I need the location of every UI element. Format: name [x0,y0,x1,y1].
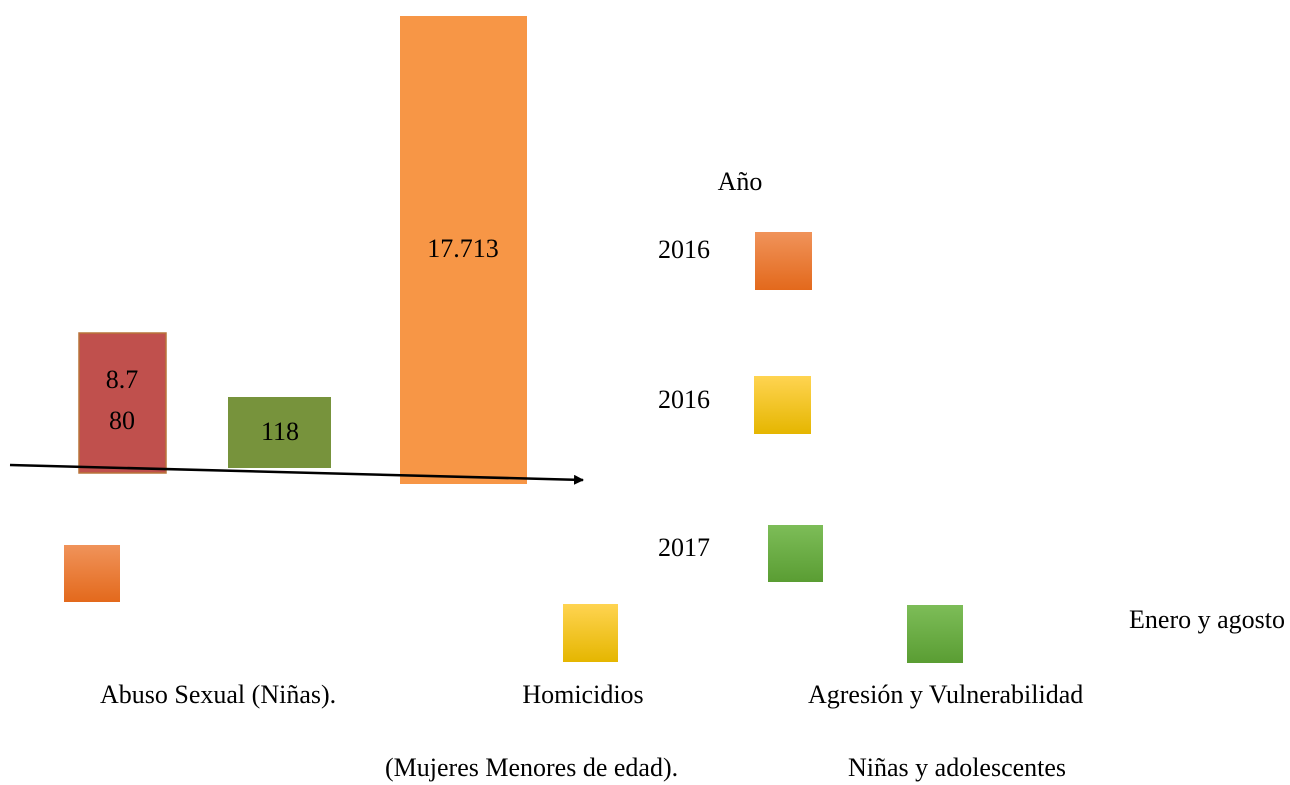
bar-orange [400,16,527,484]
category-label: (Mujeres Menores de edad). [385,753,678,782]
bar-red [78,332,167,474]
legend-swatch [755,232,812,290]
bar-label: 118 [261,417,299,446]
category-label: Abuso Sexual (Niñas). [100,680,336,709]
category-swatch [563,604,618,662]
legend-item: 2016 [658,385,710,414]
category-label: Homicidios [522,680,643,709]
bar-label: 17.713 [427,234,499,263]
legend-title: Año [718,167,763,196]
legend-item: 2017 [658,533,710,562]
arrow [9,463,584,485]
bar-label: 80 [109,406,135,435]
legend-swatch [768,525,823,582]
legend-swatch [754,376,811,434]
bar-green [228,397,331,468]
category-swatch [907,605,963,663]
category-swatch [64,545,120,602]
category-label: Agresión y Vulnerabilidad [808,680,1083,709]
legend-item: 2016 [658,235,710,264]
category-label: Niñas y adolescentes [848,753,1066,782]
bar-label: 8.7 [106,365,139,394]
note: Enero y agosto [1129,605,1285,634]
